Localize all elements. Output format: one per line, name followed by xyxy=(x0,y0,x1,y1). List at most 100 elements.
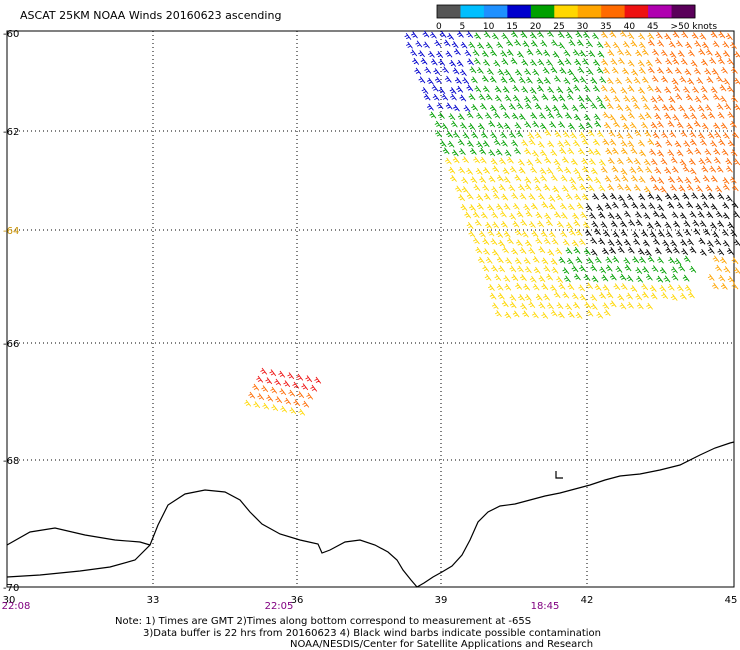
wind-barb xyxy=(512,84,520,92)
wind-barb xyxy=(694,95,702,103)
wind-barb xyxy=(668,40,676,48)
wind-barb xyxy=(538,275,546,283)
wind-barb xyxy=(698,237,706,245)
wind-barb xyxy=(731,282,739,290)
wind-barb xyxy=(478,93,486,101)
wind-barb xyxy=(515,69,522,77)
legend-label: 0 xyxy=(436,22,442,32)
legend-swatch xyxy=(577,5,602,18)
wind-barb xyxy=(498,184,506,191)
legend-frame xyxy=(436,4,696,19)
wind-barb xyxy=(613,175,621,182)
wind-barb xyxy=(468,230,476,238)
wind-barb xyxy=(458,194,466,202)
wind-barb xyxy=(604,175,612,183)
wind-barb xyxy=(573,219,581,227)
wind-barb xyxy=(257,393,265,401)
wind-barb xyxy=(635,211,642,219)
wind-barb xyxy=(725,33,733,40)
wind-barb xyxy=(499,157,506,165)
wind-barb xyxy=(679,159,687,167)
wind-barb xyxy=(590,303,598,311)
wind-barb xyxy=(503,111,510,119)
wind-barb xyxy=(537,58,545,66)
wind-barb xyxy=(613,120,620,128)
wind-barb xyxy=(509,165,517,173)
wind-barb xyxy=(544,156,552,164)
wind-barb xyxy=(411,31,418,39)
wind-barb xyxy=(655,194,663,202)
wind-barb xyxy=(595,95,603,103)
wind-barb xyxy=(514,122,522,130)
wind-barb xyxy=(711,282,719,290)
wind-barb xyxy=(724,103,732,111)
wind-barb xyxy=(448,166,456,174)
wind-barb xyxy=(522,40,530,48)
wind-barb xyxy=(647,138,655,146)
wind-barb xyxy=(607,239,615,247)
wind-barb xyxy=(508,184,516,192)
wind-barb xyxy=(654,57,662,65)
wind-barb xyxy=(676,149,684,157)
wind-barb xyxy=(654,112,662,120)
wind-barb xyxy=(493,138,501,146)
wind-barb xyxy=(599,102,606,110)
wind-barb xyxy=(668,96,676,103)
wind-barb xyxy=(479,103,487,110)
wind-barb xyxy=(524,95,531,103)
wind-barb xyxy=(663,275,671,283)
wind-barb xyxy=(713,122,721,130)
wind-barb xyxy=(609,192,617,200)
wind-barb xyxy=(596,41,604,49)
wind-barb xyxy=(575,311,583,319)
wind-barb xyxy=(684,68,692,76)
wind-barb xyxy=(491,302,499,310)
wind-barb xyxy=(501,300,509,308)
wind-barb xyxy=(670,156,678,164)
wind-barb xyxy=(441,122,449,130)
wind-barb xyxy=(529,275,537,283)
wind-barb xyxy=(482,264,490,272)
wind-barb xyxy=(483,248,490,256)
wind-barb xyxy=(661,292,669,300)
wind-barb xyxy=(484,112,492,120)
wind-barb xyxy=(688,104,696,112)
wind-barb xyxy=(582,165,589,173)
wind-barb xyxy=(566,93,574,101)
wind-barb xyxy=(628,219,636,227)
wind-barb xyxy=(578,284,586,292)
wind-barb xyxy=(518,166,526,174)
wind-barb xyxy=(639,202,647,210)
wind-barb xyxy=(572,49,580,57)
wind-barb xyxy=(477,123,485,130)
wind-barb xyxy=(604,202,612,210)
wind-barb xyxy=(470,176,478,184)
wind-barb xyxy=(473,156,481,164)
wind-barb xyxy=(654,140,662,148)
wind-barb xyxy=(722,202,730,210)
wind-barb xyxy=(483,193,491,201)
wind-barb xyxy=(656,94,664,102)
wind-barb xyxy=(707,246,715,254)
wind-barb xyxy=(502,167,510,175)
wind-barb xyxy=(544,129,552,137)
wind-barb xyxy=(524,176,532,184)
wind-barb xyxy=(485,93,493,101)
wind-barb xyxy=(589,212,596,220)
wind-barb xyxy=(511,274,519,282)
wind-barb xyxy=(627,140,635,148)
wind-barb xyxy=(606,102,614,110)
wind-barb xyxy=(473,184,481,192)
wind-barb xyxy=(590,248,598,256)
wind-barb xyxy=(482,85,490,93)
coastline-west-inlet xyxy=(6,527,151,546)
wind-barb xyxy=(573,246,581,254)
wind-barb xyxy=(406,41,413,49)
wind-barb xyxy=(553,75,561,83)
wind-barb xyxy=(637,59,645,67)
wind-barb xyxy=(556,220,564,228)
wind-barb xyxy=(539,112,546,120)
wind-barb xyxy=(302,400,310,408)
wind-barb xyxy=(539,167,547,175)
wind-barb xyxy=(538,301,546,309)
